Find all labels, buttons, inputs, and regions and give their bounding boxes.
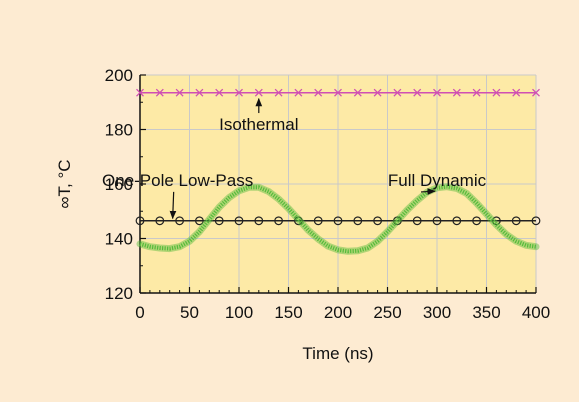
one-pole-marker [333,216,343,226]
isothermal-marker [334,88,342,97]
isothermal-marker [353,88,362,97]
one-pole-marker [234,216,244,226]
one-pole-marker [412,216,422,226]
x-tick-label: 400 [522,303,550,322]
full-dynamic-arrow [420,188,436,195]
gridlines [139,74,537,294]
x-tick-label: 50 [180,303,199,322]
isothermal-label: Isothermal [219,115,298,134]
x-tick-label: 0 [135,303,144,322]
y-tick-label: 200 [105,66,133,85]
one-pole-marker [254,216,264,226]
isothermal-marker [433,88,441,97]
y-tick-label: 140 [105,230,133,249]
one-pole-marker [175,216,185,226]
isothermal-marker [235,88,243,97]
y-tick-labels: 120 140 160 180 200 [105,66,133,303]
isothermal-marker [195,88,204,97]
isothermal-marker [373,88,382,97]
isothermal-marker [532,88,540,97]
one-pole-marker [214,216,224,226]
one-pole-marker [531,216,541,226]
isothermal-marker [155,88,164,97]
y-axis-label: ∞T, °C [55,159,74,208]
isothermal-marker [294,88,303,97]
full-dynamic-label: Full Dynamic [388,171,487,190]
annotation-layer: Isothermal One-Pole Low-Pass Full Dynamic [102,97,487,220]
x-tick-label: 200 [324,303,352,322]
one-pole-marker [194,216,204,226]
x-axis-label: Time (ns) [302,344,373,363]
axes [139,74,537,294]
one-pole-marker [393,216,402,226]
isothermal-marker [254,88,263,97]
x-tick-labels: 0 50 100 150 200 250 300 350 400 [135,303,550,322]
isothermal-marker [274,88,283,97]
isothermal-marker [314,88,323,97]
one-pole-marker [373,216,383,226]
isothermal-marker [215,88,224,97]
isothermal-series [136,88,540,97]
y-tick-label: 180 [105,121,133,140]
one-pole-marker [492,216,501,226]
isothermal-marker [512,88,521,97]
isothermal-marker [452,88,461,97]
y-tick-label: 120 [105,284,133,303]
one-pole-marker [274,216,284,226]
x-tick-label: 300 [423,303,451,322]
full-dynamic-line [139,184,537,254]
x-tick-label: 350 [472,303,500,322]
one-pole-marker [472,216,482,226]
full-dynamic-series [136,183,540,255]
x-tick-label: 250 [373,303,401,322]
one-pole-marker [135,216,145,226]
one-pole-marker [353,216,363,226]
series-layer [135,88,541,255]
one-pole-marker [432,216,442,226]
one-pole-marker [313,216,323,226]
one-pole-marker [511,216,521,226]
one-pole-arrow [169,191,177,220]
isothermal-marker [472,88,481,97]
x-tick-label: 150 [274,303,302,322]
isothermal-marker [413,88,422,97]
one-pole-marker [452,216,462,226]
isothermal-marker [175,88,184,97]
isothermal-marker [492,88,501,97]
one-pole-label: One-Pole Low-Pass [102,171,253,190]
isothermal-marker [136,88,144,97]
isothermal-marker [393,88,402,97]
x-tick-label: 100 [225,303,253,322]
one-pole-marker [155,216,165,226]
y-tick-label: 160 [105,175,133,194]
